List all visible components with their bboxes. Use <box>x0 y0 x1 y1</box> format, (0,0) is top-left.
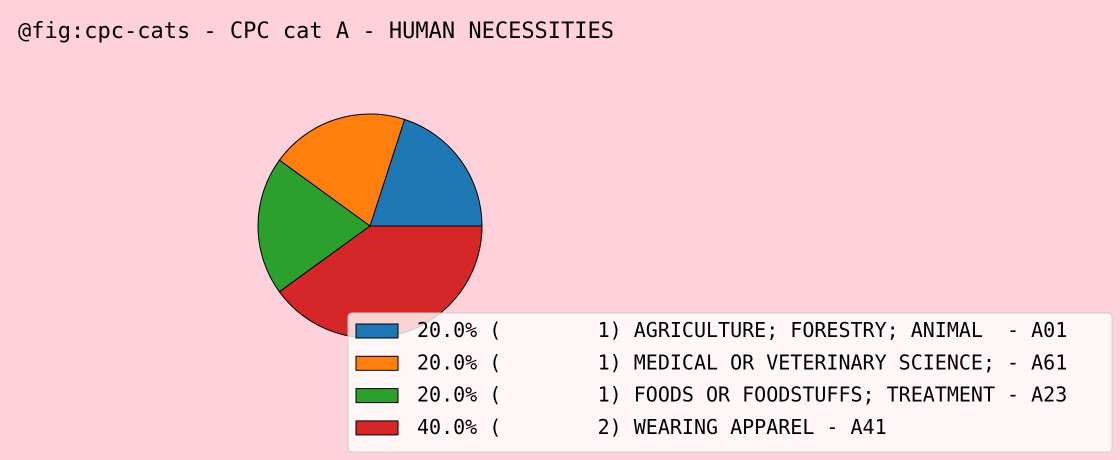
legend-label: 20.0% ( 1) MEDICAL OR VETERINARY SCIENCE… <box>417 350 1067 374</box>
legend-value: 20.0% <box>417 382 477 406</box>
pie-slice <box>278 113 406 227</box>
legend-swatch <box>355 355 399 371</box>
legend: 20.0% ( 1) AGRICULTURE; FORESTRY; ANIMAL… <box>355 318 1067 438</box>
pie-slice <box>257 159 371 293</box>
pie <box>257 113 483 339</box>
legend-label: 20.0% ( 1) AGRICULTURE; FORESTRY; ANIMAL… <box>417 318 1067 342</box>
legend-label: 20.0% ( 1) FOODS OR FOODSTUFFS; TREATMEN… <box>417 382 1067 406</box>
legend-name: ( 1) AGRICULTURE; FORESTRY; ANIMAL - A01 <box>477 318 1067 342</box>
legend-value: 20.0% <box>417 318 477 342</box>
legend-swatch <box>355 420 399 436</box>
pie-slice <box>369 118 483 227</box>
legend-swatch <box>355 323 399 339</box>
legend-name: ( 1) FOODS OR FOODSTUFFS; TREATMENT - A2… <box>477 382 1067 406</box>
chart-title: @fig:cpc-cats - CPC cat A - HUMAN NECESS… <box>18 19 614 44</box>
legend-name: ( 2) WEARING APPAREL - A41 <box>477 414 886 438</box>
legend-swatch <box>355 388 399 404</box>
legend-name: ( 1) MEDICAL OR VETERINARY SCIENCE; - A6… <box>477 350 1067 374</box>
legend-value: 40.0% <box>417 414 477 438</box>
legend-label: 40.0% ( 2) WEARING APPAREL - A41 <box>417 414 887 438</box>
legend-box <box>347 312 1113 453</box>
legend-value: 20.0% <box>417 350 477 374</box>
